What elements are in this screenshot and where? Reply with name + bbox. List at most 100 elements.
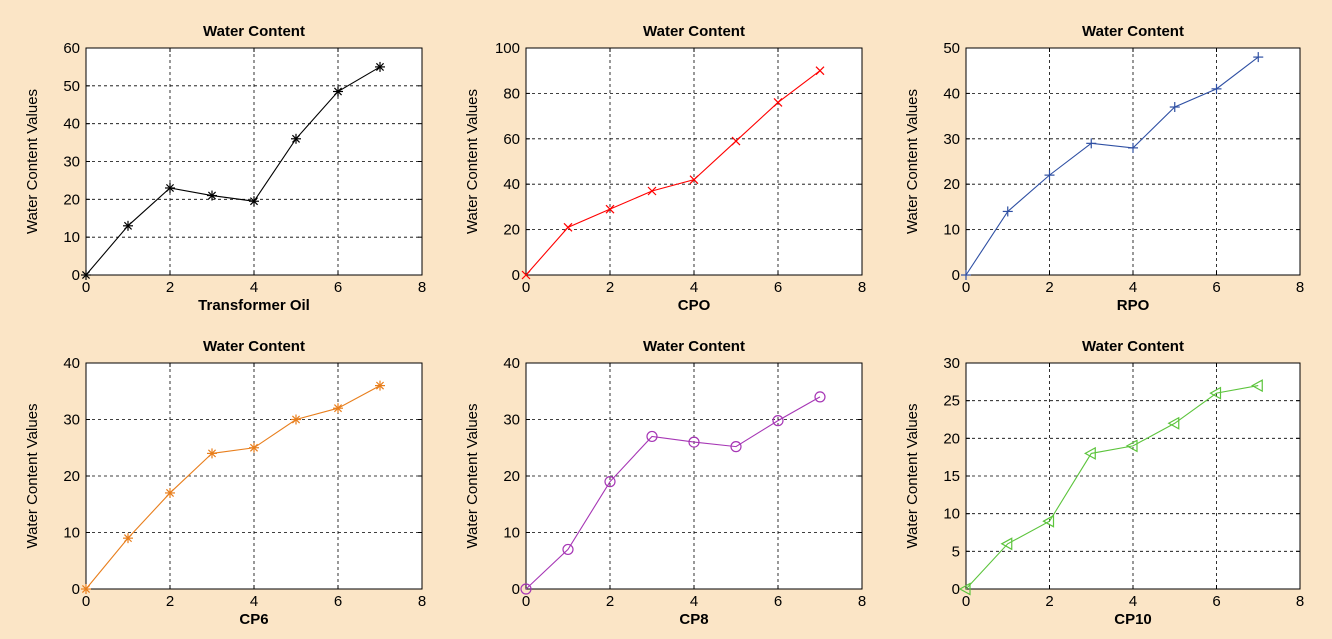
x-tick-label: 4	[690, 279, 698, 296]
y-tick-label: 20	[503, 468, 520, 485]
y-tick-label: 5	[952, 543, 960, 560]
x-tick-label: 4	[250, 593, 258, 610]
data-point-marker	[1086, 138, 1097, 149]
series-line	[525, 396, 821, 590]
chart-title: Water Content	[1082, 338, 1184, 355]
x-tick-label: 6	[334, 593, 342, 610]
data-point-marker	[605, 204, 615, 214]
y-tick-label: 50	[943, 40, 960, 57]
y-tick-label: 20	[63, 468, 80, 485]
data-point-marker	[563, 222, 573, 232]
x-tick-label: 0	[962, 593, 970, 610]
data-point-marker	[1167, 416, 1180, 430]
data-point-marker	[375, 61, 385, 72]
data-point-marker	[81, 584, 91, 594]
y-tick-label: 60	[63, 40, 80, 57]
y-tick-label: 60	[503, 131, 520, 148]
axes-frame	[85, 362, 423, 590]
data-point-marker	[961, 270, 971, 280]
data-point-marker	[688, 436, 700, 448]
x-tick-label: 8	[418, 279, 426, 296]
y-tick-label: 25	[943, 393, 960, 410]
data-point-marker	[1084, 446, 1096, 460]
y-tick-label: 100	[495, 40, 520, 57]
y-tick-label: 30	[63, 412, 80, 429]
x-axis-label: CP8	[679, 611, 708, 628]
data-point-marker	[604, 476, 616, 488]
series-line	[85, 66, 381, 276]
data-point-marker	[81, 270, 91, 280]
x-tick-label: 4	[690, 593, 698, 610]
data-point-marker	[333, 86, 343, 97]
subplot-6: 0 2 4 6 8 0 5 10 15 20 25 30 Water Content CP10 Water …	[904, 338, 1304, 628]
x-tick-label: 8	[858, 593, 866, 610]
series-line	[85, 385, 381, 590]
y-tick-label: 15	[943, 468, 960, 485]
axes-frame	[525, 47, 863, 276]
y-tick-label: 40	[63, 116, 80, 133]
y-tick-label: 10	[943, 506, 960, 523]
y-tick-label: 0	[72, 581, 80, 598]
data-point-marker	[165, 182, 175, 193]
x-tick-label: 0	[522, 593, 530, 610]
data-point-marker	[1169, 102, 1180, 113]
y-tick-label: 0	[952, 267, 960, 284]
x-tick-label: 8	[418, 593, 426, 610]
y-tick-label: 40	[503, 355, 520, 372]
x-axis-label: RPO	[1117, 297, 1150, 314]
y-tick-label: 0	[512, 267, 520, 284]
data-point-marker	[249, 442, 259, 453]
y-tick-label: 10	[63, 229, 80, 246]
data-point-marker	[1000, 537, 1013, 551]
series-line	[965, 385, 1259, 590]
y-tick-label: 20	[503, 222, 520, 239]
data-point-marker	[815, 66, 825, 76]
x-tick-label: 2	[166, 279, 174, 296]
data-point-marker	[772, 415, 784, 427]
x-tick-label: 4	[250, 279, 258, 296]
series-line	[525, 70, 821, 276]
x-tick-label: 0	[962, 279, 970, 296]
subplot-4: 0 2 4 6 8 0 10 20 30 40 Water Content CP6 Water Cont…	[24, 338, 426, 628]
data-point-marker	[249, 196, 259, 207]
x-tick-label: 2	[166, 593, 174, 610]
data-point-marker	[207, 448, 217, 459]
data-point-marker	[958, 582, 971, 596]
data-point-marker	[1128, 142, 1138, 153]
subplot-1: 0 2 4 6 8 0 10 20 30 40 50 60 Water Content Transform…	[24, 23, 426, 314]
x-tick-label: 8	[1296, 593, 1304, 610]
x-axis-label: CPO	[678, 297, 711, 314]
data-point-marker	[123, 533, 133, 544]
axes-frame	[525, 362, 863, 590]
y-tick-label: 50	[63, 78, 80, 95]
chart-title: Water Content	[643, 23, 745, 40]
x-tick-label: 4	[1129, 279, 1137, 296]
data-point-marker	[291, 414, 301, 425]
y-tick-label: 20	[63, 191, 80, 208]
data-point-marker	[375, 380, 385, 391]
x-axis-label: CP6	[239, 611, 268, 628]
y-axis-label: Water Content Values	[464, 89, 481, 234]
y-tick-label: 80	[503, 85, 520, 102]
x-tick-label: 6	[334, 279, 342, 296]
y-axis-label: Water Content Values	[904, 403, 921, 548]
chart-title: Water Content	[203, 23, 305, 40]
axes-frame	[85, 47, 423, 276]
data-point-marker	[730, 441, 742, 453]
data-point-marker	[520, 583, 532, 595]
x-tick-label: 0	[82, 593, 90, 610]
data-point-marker	[207, 190, 217, 201]
y-axis-label: Water Content Values	[24, 403, 41, 548]
data-point-marker	[521, 270, 531, 280]
x-tick-label: 2	[1045, 279, 1053, 296]
data-point-marker	[123, 220, 133, 231]
x-tick-label: 6	[774, 593, 782, 610]
y-tick-label: 10	[63, 525, 80, 542]
data-point-marker	[1044, 170, 1055, 181]
data-point-marker	[773, 98, 783, 107]
data-point-marker	[1253, 52, 1264, 63]
y-tick-label: 20	[943, 176, 960, 193]
data-point-marker	[689, 175, 699, 185]
